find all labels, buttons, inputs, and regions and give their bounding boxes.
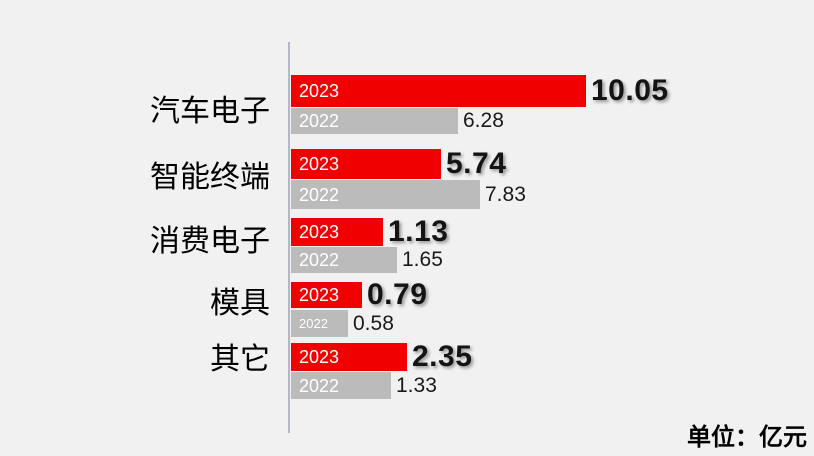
value-label-2023-1: 5.74	[446, 147, 507, 180]
bar-year-label: 2022	[299, 111, 340, 131]
bar-2023-3: 2023	[291, 282, 362, 308]
value-label-2023-2: 1.13	[388, 215, 449, 248]
bar-year-label: 2023	[299, 154, 340, 174]
bar-year-label: 2023	[299, 81, 340, 101]
bar-2022-2: 2022	[291, 247, 397, 273]
bar-year-label: 2023	[299, 222, 340, 242]
bar-year-label: 2023	[299, 347, 340, 367]
category-label-3: 模具	[210, 287, 270, 320]
bar-2023-2: 2023	[291, 218, 383, 246]
bar-year-label: 2023	[299, 285, 340, 305]
bar-year-label: 2022	[299, 375, 340, 396]
bar-2022-1: 2022	[291, 180, 480, 209]
bar-2023-1: 2023	[291, 149, 441, 179]
category-label-1: 智能终端	[150, 161, 270, 194]
value-label-2022-1: 7.83	[485, 182, 526, 206]
bar-2023-0: 2023	[291, 75, 586, 107]
value-label-2022-2: 1.65	[402, 248, 443, 271]
bar-2022-4: 2022	[291, 372, 391, 399]
bar-2022-3: 2022	[291, 310, 348, 337]
unit-label: 单位：亿元	[687, 424, 807, 451]
axis-line	[288, 42, 290, 433]
value-label-2022-4: 1.33	[396, 373, 437, 397]
category-label-2: 消费电子	[150, 225, 270, 258]
value-label-2023-3: 0.79	[367, 278, 428, 311]
bar-2023-4: 2023	[291, 343, 407, 371]
value-label-2022-0: 6.28	[463, 109, 504, 132]
category-label-4: 其它	[210, 343, 270, 376]
bar-year-label: 2022	[299, 184, 340, 205]
bar-year-label: 2022	[299, 316, 328, 331]
value-label-2023-4: 2.35	[412, 340, 473, 373]
bar-year-label: 2022	[299, 250, 340, 270]
category-label-0: 汽车电子	[150, 95, 270, 128]
value-label-2023-0: 10.05	[591, 74, 669, 107]
value-label-2022-3: 0.58	[353, 311, 394, 335]
bar-2022-0: 2022	[291, 108, 458, 134]
